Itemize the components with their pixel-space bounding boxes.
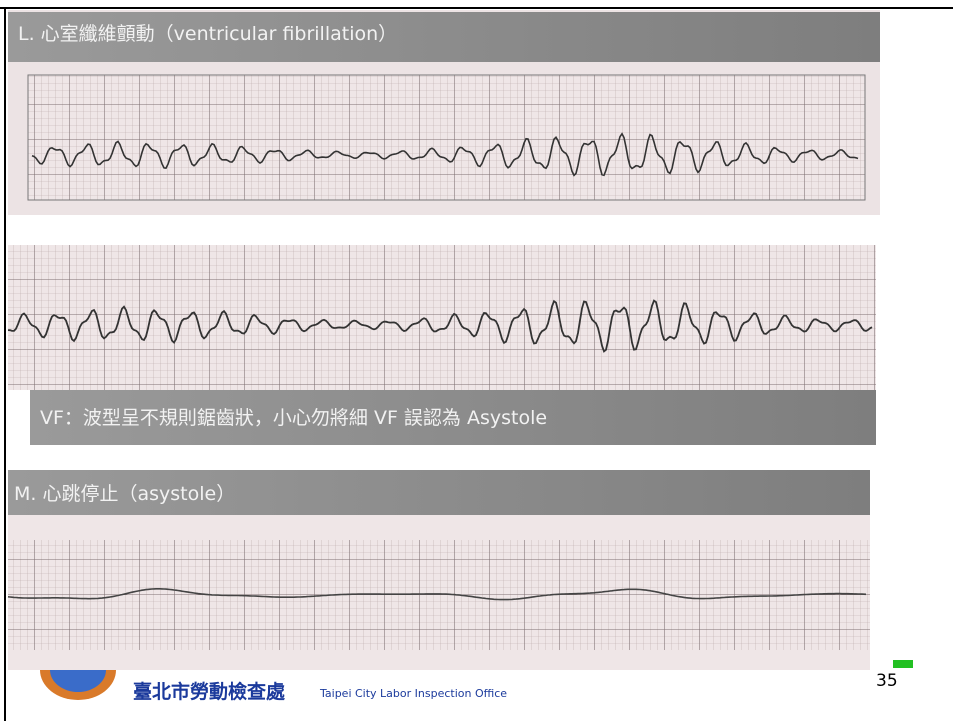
org-name-en: Taipei City Labor Inspection Office [319, 687, 507, 700]
section-title: L. 心室纖維顫動（ventricular fibrillation） [18, 23, 397, 45]
note: VF：波型呈不規則鋸齒狀，小心勿將細 VF 誤認為 Asystole [40, 407, 547, 429]
slide: L. 心室纖維顫動（ventricular fibrillation） VF：波… [0, 0, 953, 721]
section-title: M. 心跳停止（asystole） [14, 483, 235, 505]
ecg-grid [8, 245, 876, 390]
ecg-grid [28, 75, 865, 200]
page-number: 35 [876, 671, 898, 691]
accent [893, 660, 913, 668]
ecg-grid [8, 540, 870, 650]
org-name: 臺北市勞動檢查處 [133, 680, 286, 703]
slide-canvas: L. 心室纖維顫動（ventricular fibrillation） VF：波… [0, 0, 953, 721]
